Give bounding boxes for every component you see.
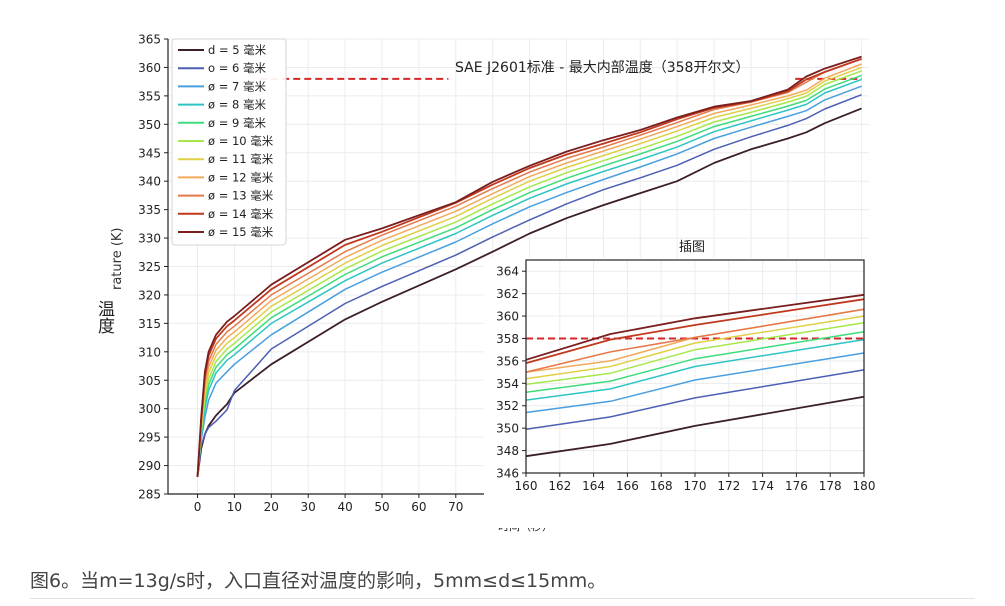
series-line: [196, 107, 862, 478]
main-series-lines: [196, 55, 862, 478]
x-tick-label: 40: [337, 500, 352, 514]
x-tick-label: 178: [819, 479, 842, 493]
legend-label: d = 5 毫米: [208, 43, 267, 57]
main-y-ticks: 285 290 295 300 305 310 315 320 325 330 335 340 345 3…: [138, 33, 168, 502]
y-tick-label: 310: [138, 345, 161, 359]
y-tick-label: 335: [138, 203, 161, 217]
inset-x-ticks: 160 162 164 166 168 170 172 174 176 178 180: [515, 473, 876, 493]
caption-divider: [30, 598, 975, 599]
series-line: [196, 74, 862, 477]
series-line: [196, 58, 862, 477]
y-tick-label: 365: [138, 33, 161, 47]
legend-label: ø = 15 毫米: [208, 225, 274, 239]
x-tick-label: 162: [548, 479, 571, 493]
y-tick-label: 356: [496, 354, 519, 368]
series-line: [525, 322, 865, 386]
y-tick-label: 358: [496, 332, 519, 346]
series-line: [196, 66, 862, 477]
series-line: [525, 369, 865, 431]
x-tick-label: 168: [650, 479, 673, 493]
x-tick-label: 180: [853, 479, 876, 493]
x-tick-label: 176: [785, 479, 808, 493]
series-line: [196, 63, 862, 477]
legend-label: ø = 8 毫米: [208, 98, 266, 112]
series-line: [525, 315, 865, 380]
y-axis-label-latin: rature (K): [110, 227, 125, 290]
y-tick-label: 350: [496, 422, 519, 436]
series-line: [525, 298, 865, 364]
figure-caption: 图6。当m=13g/s时，入口直径对温度的影响，5mm≤d≤15mm。: [30, 570, 607, 592]
series-line: [525, 308, 865, 373]
series-line: [196, 78, 862, 477]
x-tick-label: 164: [582, 479, 605, 493]
x-tick-label: 160: [515, 479, 538, 493]
y-tick-label: 290: [138, 459, 161, 473]
y-tick-label: 354: [496, 377, 519, 391]
series-line: [196, 55, 862, 477]
legend-label: ø = 10 毫米: [208, 134, 274, 148]
series-line: [525, 330, 865, 394]
x-tick-label: 70: [448, 500, 463, 514]
inset-background: [484, 258, 880, 528]
y-tick-label: 362: [496, 287, 519, 301]
x-tick-label: 30: [301, 500, 316, 514]
inset-chart: 160 162 164 166 168 170 172 174 176 178 180 346 348…: [484, 240, 880, 528]
y-tick-label: 325: [138, 260, 161, 274]
y-tick-label: 340: [138, 175, 161, 189]
legend-label: o = 6 毫米: [208, 61, 266, 75]
figure: 0102030405060708090100110120130140150160…: [94, 32, 880, 533]
y-tick-label: 360: [496, 310, 519, 324]
x-tick-label: 0: [194, 500, 202, 514]
x-tick-label: 170: [684, 479, 707, 493]
legend-label: ø = 12 毫米: [208, 170, 274, 184]
y-tick-label: 285: [138, 488, 161, 502]
legend-box: [171, 38, 287, 246]
y-tick-label: 315: [138, 317, 161, 331]
y-axis-label-cjk: 温度: [94, 300, 115, 334]
series-line: [525, 395, 865, 458]
inset-title: 插图: [679, 240, 705, 255]
x-tick-label: 50: [374, 500, 389, 514]
x-tick-label: 20: [264, 500, 279, 514]
series-line: [525, 293, 865, 361]
series-line: [196, 70, 862, 477]
inset-series-lines: [525, 293, 865, 458]
x-tick-label: 10: [227, 500, 242, 514]
y-tick-label: 364: [496, 265, 519, 279]
series-line: [525, 338, 865, 401]
y-tick-label: 330: [138, 232, 161, 246]
y-tick-label: 305: [138, 374, 161, 388]
y-tick-label: 345: [138, 146, 161, 160]
reference-annotation: SAE J2601标准 - 最大内部温度（358开尔文）: [455, 60, 749, 76]
y-tick-label: 300: [138, 402, 161, 416]
legend-label: ø = 13 毫米: [208, 189, 274, 203]
legend-label: ø = 11 毫米: [208, 152, 274, 166]
series-line: [196, 94, 862, 477]
y-tick-label: 320: [138, 288, 161, 302]
series-line: [196, 85, 862, 477]
series-line: [525, 352, 865, 414]
inset-y-ticks: 346 348 350 352 354 356 358 360 362 364: [496, 265, 526, 481]
x-tick-label: 60: [411, 500, 426, 514]
x-tick-label: 172: [717, 479, 740, 493]
legend-label: ø = 14 毫米: [208, 207, 274, 221]
y-tick-label: 355: [138, 89, 161, 103]
y-tick-label: 346: [496, 467, 519, 481]
y-tick-label: 295: [138, 431, 161, 445]
y-tick-label: 348: [496, 444, 519, 458]
x-tick-label: 166: [616, 479, 639, 493]
legend: d = 5 毫米 o = 6 毫米 ø = 7 毫米 ø = 8 毫米 ø = 9 毫米…: [171, 38, 287, 246]
y-tick-label: 360: [138, 61, 161, 75]
y-tick-label: 352: [496, 399, 519, 413]
x-tick-label: 174: [751, 479, 774, 493]
legend-label: ø = 7 毫米: [208, 79, 266, 93]
legend-label: ø = 9 毫米: [208, 116, 266, 130]
y-tick-label: 350: [138, 118, 161, 132]
